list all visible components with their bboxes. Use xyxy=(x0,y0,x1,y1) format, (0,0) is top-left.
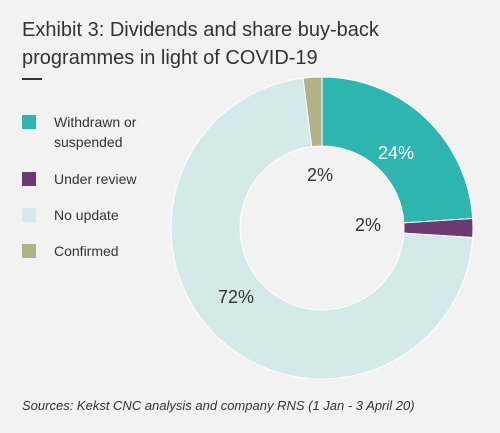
data-label-withdrawn: 24% xyxy=(378,143,414,163)
title-underline xyxy=(22,78,42,80)
legend-swatch-no-update xyxy=(22,208,36,222)
legend-label-withdrawn: Withdrawn or suspended xyxy=(54,114,137,150)
legend-label-under-review: Under review xyxy=(54,171,137,187)
data-label-confirmed: 2% xyxy=(307,165,333,185)
legend-item-withdrawn: Withdrawn or suspended xyxy=(22,112,174,152)
legend-item-no-update: No update xyxy=(22,205,174,225)
donut-slice-confirmed xyxy=(302,76,323,148)
data-label-no-update: 72% xyxy=(218,287,254,307)
legend-item-under-review: Under review xyxy=(22,169,174,189)
data-label-under-review: 2% xyxy=(355,215,381,235)
legend-item-confirmed: Confirmed xyxy=(22,241,174,261)
donut-slice-withdrawn xyxy=(321,76,474,224)
legend-swatch-withdrawn xyxy=(22,115,36,129)
legend-swatch-under-review xyxy=(22,172,36,186)
legend-label-confirmed: Confirmed xyxy=(54,243,119,259)
chart-title: Exhibit 3: Dividends and share buy-back … xyxy=(22,19,379,69)
donut-slice-no-update xyxy=(170,77,474,380)
source-note: Sources: Kekst CNC analysis and company … xyxy=(22,398,415,413)
legend-label-no-update: No update xyxy=(54,207,119,223)
legend-swatch-confirmed xyxy=(22,244,36,258)
